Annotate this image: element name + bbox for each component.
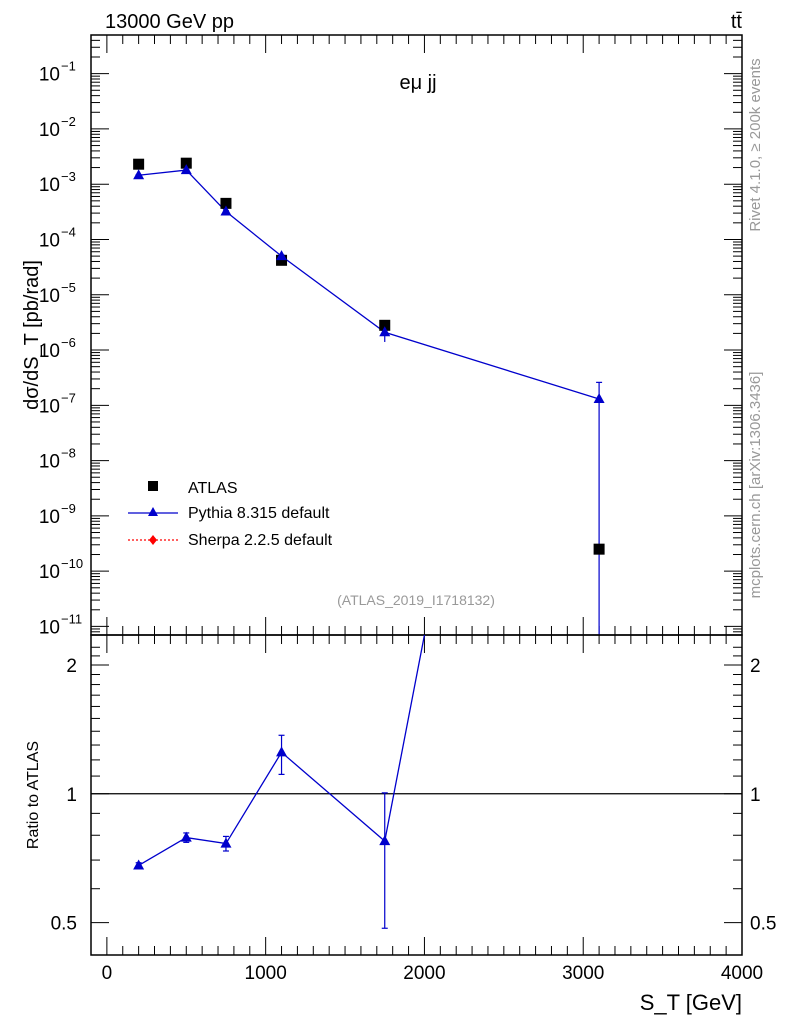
ratio-point xyxy=(133,859,145,870)
atlas-point xyxy=(276,254,288,266)
ratio-point xyxy=(276,746,288,757)
main-series-group xyxy=(133,157,605,635)
x-tick-label: 2000 xyxy=(403,963,445,984)
legend: ATLAS Pythia 8.315 default Sherpa 2.2.5 … xyxy=(128,480,333,549)
pythia-point xyxy=(379,326,391,337)
ratio-series-group xyxy=(133,634,426,929)
pythia-line xyxy=(138,169,600,400)
main-y-ticks: 10−1110−1010−910−810−710−610−510−410−310… xyxy=(39,34,742,638)
ratio-y-tick-label: 2 xyxy=(66,656,77,677)
main-y-tick-exponent: −7 xyxy=(61,390,76,405)
ratio-point xyxy=(180,831,192,842)
main-y-tick-exponent: −3 xyxy=(61,169,76,184)
x-tick-label: 3000 xyxy=(562,963,604,984)
atlas-point xyxy=(593,543,605,555)
pythia-point xyxy=(593,393,605,404)
main-y-tick-label: 10 xyxy=(39,175,60,196)
atlas-point xyxy=(379,319,391,331)
main-y-tick-label: 10 xyxy=(39,120,60,141)
ratio-y-tick-label: 0.5 xyxy=(51,914,77,935)
legend-atlas-label: ATLAS xyxy=(188,480,238,497)
main-y-tick-exponent: −5 xyxy=(61,280,76,295)
main-y-tick-label: 10 xyxy=(39,396,60,417)
rivet-version-label: Rivet 4.1.0, ≥ 200k events xyxy=(747,58,764,231)
legend-sherpa-marker xyxy=(149,535,157,545)
main-y-tick-exponent: −10 xyxy=(61,556,83,571)
header-collision-label: 13000 GeV pp xyxy=(105,11,234,33)
x-axis-label: S_T [GeV] xyxy=(640,990,742,1015)
ratio-frame xyxy=(90,634,743,956)
mcplots-label: mcplots.cern.ch [arXiv:1306.3436] xyxy=(747,372,764,599)
main-y-tick-label: 10 xyxy=(39,452,60,473)
ratio-y-tick-label: 1 xyxy=(66,785,77,806)
pythia-point xyxy=(180,164,192,175)
atlas-point xyxy=(220,197,232,209)
main-y-tick-label: 10 xyxy=(39,507,60,528)
main-y-tick-exponent: −11 xyxy=(61,611,82,626)
legend-sherpa-label: Sherpa 2.2.5 default xyxy=(188,532,333,549)
x-tick-label: 4000 xyxy=(721,963,763,984)
legend-pythia-marker xyxy=(148,507,158,516)
main-y-tick-label: 10 xyxy=(39,286,60,307)
main-y-tick-label: 10 xyxy=(39,65,60,86)
main-y-tick-exponent: −1 xyxy=(61,59,76,74)
main-y-tick-exponent: −6 xyxy=(61,335,76,350)
main-panel: 10−1110−1010−910−810−710−610−510−410−310… xyxy=(21,34,743,638)
pythia-point xyxy=(133,169,145,180)
panel-title: eμ jj xyxy=(399,72,436,94)
main-y-tick-exponent: −4 xyxy=(61,224,76,239)
ratio-y-ticks: 0.5 0.5 1 1 2 2 xyxy=(51,646,776,935)
main-y-tick-label: 10 xyxy=(39,617,60,638)
analysis-watermark: (ATLAS_2019_I1718132) xyxy=(337,592,495,608)
ratio-line xyxy=(138,634,426,867)
main-y-tick-label: 10 xyxy=(39,341,60,362)
ratio-y-axis-label: Ratio to ATLAS xyxy=(25,741,42,849)
main-y-tick-exponent: −8 xyxy=(61,446,76,461)
x-tick-label: 1000 xyxy=(245,963,287,984)
main-y-tick-exponent: −2 xyxy=(61,114,76,129)
main-x-ticks xyxy=(106,35,743,635)
pythia-point xyxy=(276,250,288,261)
x-tick-label: 0 xyxy=(102,963,113,984)
atlas-point xyxy=(180,157,192,169)
ratio-y-tick-label-right: 2 xyxy=(750,656,761,677)
pythia-point xyxy=(220,205,232,216)
main-y-tick-exponent: −9 xyxy=(61,501,76,516)
ratio-point xyxy=(220,837,232,848)
legend-pythia-label: Pythia 8.315 default xyxy=(188,505,330,522)
main-y-tick-label: 10 xyxy=(39,230,60,251)
main-y-axis-label: dσ/dS_T [pb/rad] xyxy=(21,260,43,410)
main-y-tick-label: 10 xyxy=(39,562,60,583)
header-process-label: tt̄ xyxy=(731,11,743,33)
legend-atlas-marker xyxy=(148,481,158,491)
ratio-point xyxy=(379,835,391,846)
ratio-y-tick-label-right: 1 xyxy=(750,785,761,806)
ratio-x-ticks: 0 1000 2000 3000 4000 xyxy=(102,635,763,984)
atlas-point xyxy=(133,158,145,170)
ratio-panel: 0.5 0.5 1 1 2 2 0 1000 2000 3000 4000 Ratio to AT… xyxy=(25,634,776,1015)
ratio-y-tick-label-right: 0.5 xyxy=(750,914,776,935)
